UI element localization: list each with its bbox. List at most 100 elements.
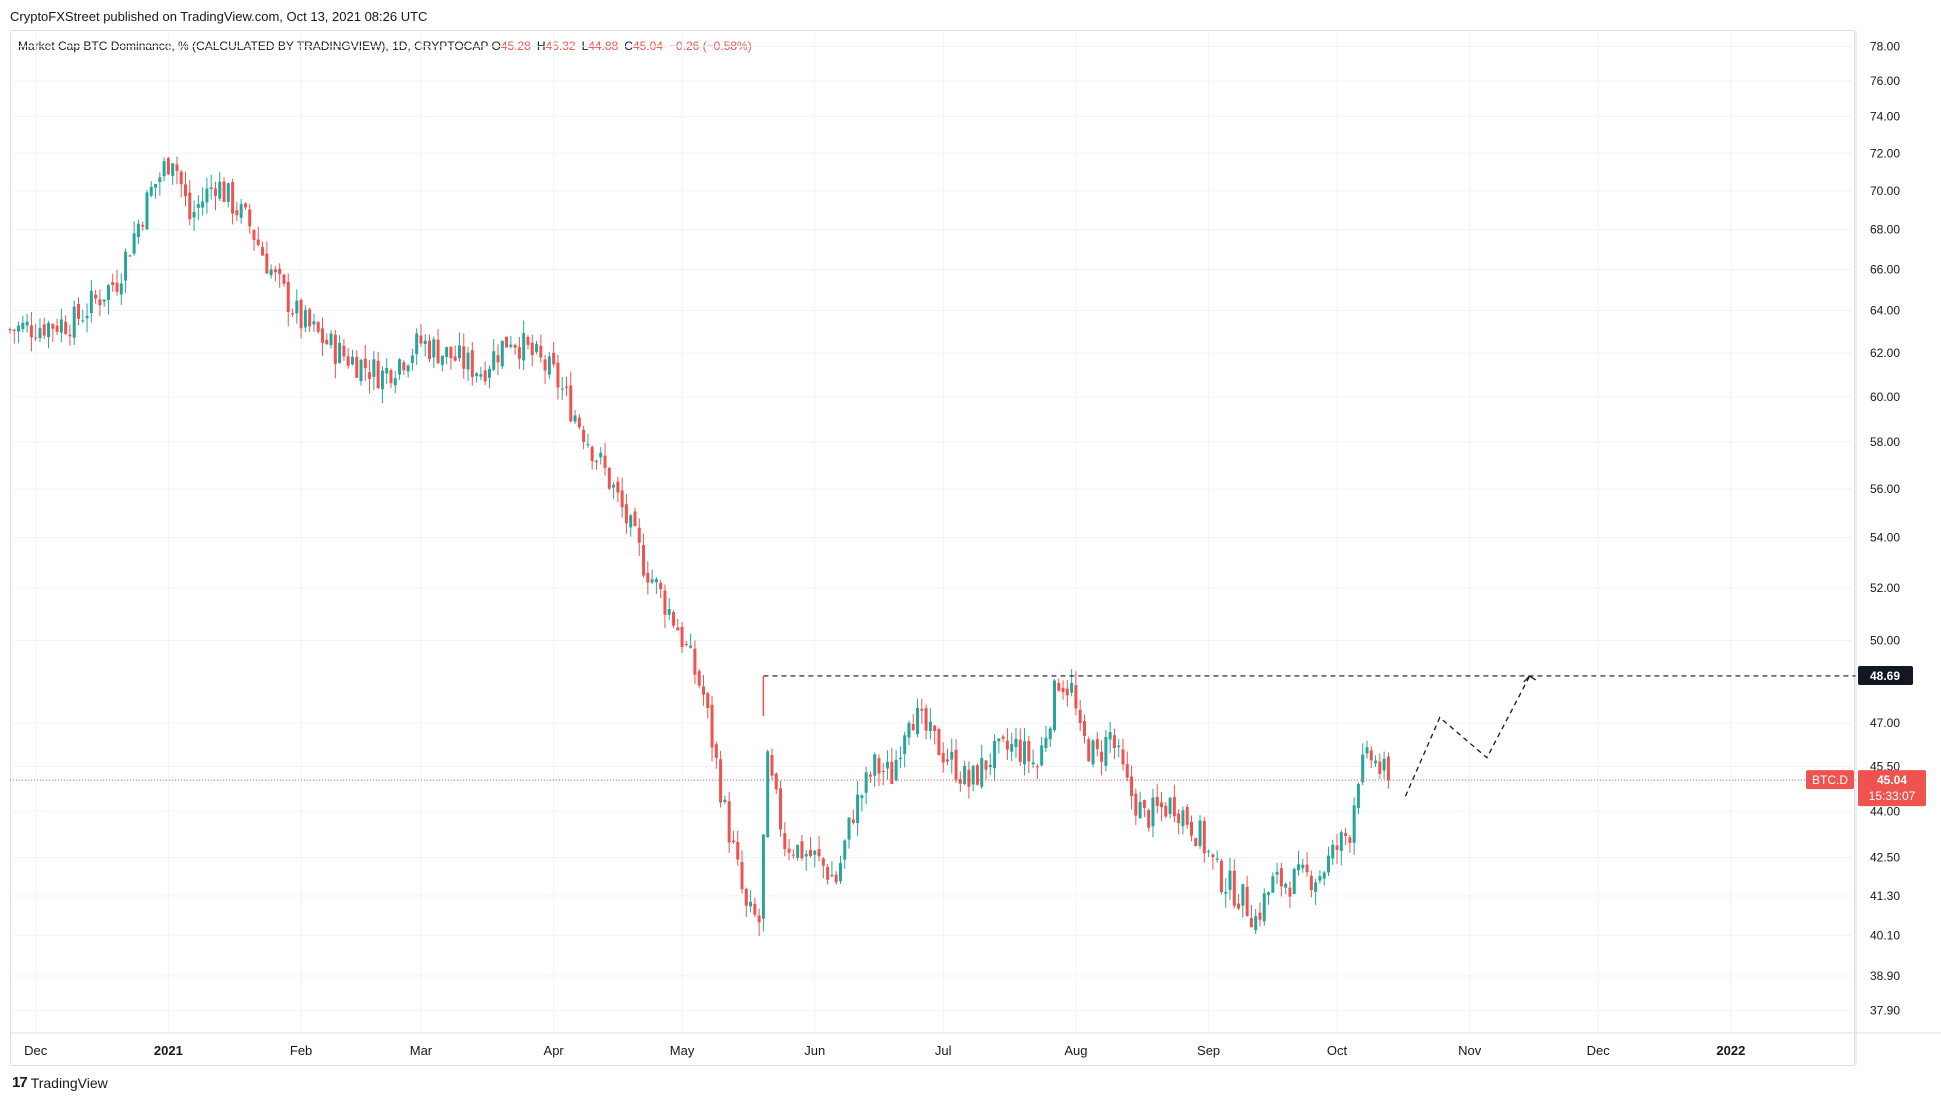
candle-body (701, 686, 705, 695)
candle-body (333, 334, 337, 364)
candle-body (355, 356, 359, 378)
candle-body (243, 203, 247, 208)
candle-body (505, 336, 509, 348)
candle-body (385, 368, 389, 374)
tradingview-logo-icon: 17 (12, 1074, 28, 1091)
candle-body (530, 342, 534, 356)
y-tick-label: 78.00 (1870, 39, 1900, 53)
candle-body (428, 340, 432, 359)
candle-body (1305, 864, 1309, 873)
candle-body (1202, 821, 1206, 854)
candle-body (500, 340, 504, 367)
candle-body (1035, 766, 1039, 768)
candle-body (1378, 761, 1382, 774)
candle-body (791, 854, 795, 856)
footer-brand[interactable]: 17 TradingView (12, 1074, 108, 1091)
price-badge-countdown: 15:33:07 (1869, 789, 1916, 803)
candle-body (881, 771, 885, 773)
y-tick-label: 40.10 (1870, 928, 1900, 942)
candle-body (903, 735, 907, 754)
grid-lines (10, 31, 1855, 1032)
candle-body (1189, 821, 1193, 836)
candle-body (98, 299, 102, 306)
candle-body (1074, 685, 1078, 709)
candle-body (689, 645, 693, 648)
candle-body (380, 370, 384, 390)
candle-body (398, 359, 402, 375)
candle-body (517, 347, 521, 359)
candle-body (1284, 883, 1288, 888)
candle-body (51, 324, 55, 329)
candle-body (209, 187, 213, 190)
y-tick-label: 72.00 (1870, 146, 1900, 160)
candle-body (1275, 871, 1279, 875)
candle-body (663, 590, 667, 615)
candle-body (744, 888, 748, 906)
candle-body (1318, 876, 1322, 881)
y-tick-label: 76.00 (1870, 74, 1900, 88)
candle-body (920, 709, 924, 711)
candle-body (1001, 736, 1005, 739)
candle-body (1155, 796, 1159, 806)
candle-body (1053, 680, 1056, 731)
candle-body (231, 181, 235, 214)
candle-body (479, 374, 483, 377)
candle-body (770, 755, 774, 776)
candle-body (1211, 854, 1215, 858)
x-tick-label: May (670, 1043, 695, 1058)
x-tick-label: Jul (935, 1043, 952, 1058)
candle-body (205, 188, 209, 203)
candle-body (1232, 870, 1236, 906)
candle-body (329, 333, 333, 346)
candle-body (239, 203, 243, 218)
candle-body (363, 358, 367, 369)
y-tick-label: 38.90 (1870, 969, 1900, 983)
candle-body (1331, 844, 1335, 859)
candle-body (342, 345, 346, 357)
candle-body (642, 545, 646, 576)
candle-body (1044, 737, 1048, 748)
candle-body (1065, 688, 1069, 696)
candle-body (582, 429, 586, 443)
candle-body (492, 351, 496, 370)
candle-body (654, 579, 658, 583)
candle-body (466, 352, 470, 370)
candle-body (1160, 802, 1164, 807)
price-axis: 78.00 76.00 74.00 72.00 70.00 68.00 66.00 64.00… (1855, 31, 1900, 1065)
candle-body (106, 285, 110, 300)
candle-body (547, 356, 551, 375)
candle-body (1335, 845, 1339, 850)
candle-body (423, 340, 427, 345)
y-tick-label: 41.30 (1870, 889, 1900, 903)
candle-body (1125, 764, 1129, 778)
candle-body (894, 759, 898, 781)
candle-body (560, 388, 564, 390)
candle-body (963, 765, 967, 785)
candle-body (162, 161, 166, 177)
candle-body (34, 337, 38, 339)
candle-body (94, 294, 98, 299)
candle-body (132, 233, 136, 254)
candle-body (1172, 797, 1176, 817)
candle-body (847, 817, 851, 840)
candle-body (55, 325, 59, 332)
y-tick-label: 37.90 (1870, 1004, 1900, 1018)
candle-body (1194, 838, 1198, 847)
candle-body (928, 721, 932, 732)
candle-body (47, 322, 51, 338)
candle-body (1254, 916, 1258, 931)
candle-body (1322, 872, 1326, 879)
projection-arrowhead (1523, 675, 1537, 683)
candle-body (1326, 855, 1330, 873)
candle-body (1070, 682, 1074, 693)
candle-body (650, 579, 654, 583)
candle-body (838, 863, 842, 882)
candle-body (1219, 860, 1223, 892)
candle-body (1147, 810, 1151, 828)
y-tick-label: 56.00 (1870, 482, 1900, 496)
candle-body (1177, 813, 1181, 824)
candle-body (1352, 805, 1356, 843)
candle-body (1082, 721, 1086, 737)
candle-body (535, 344, 539, 352)
